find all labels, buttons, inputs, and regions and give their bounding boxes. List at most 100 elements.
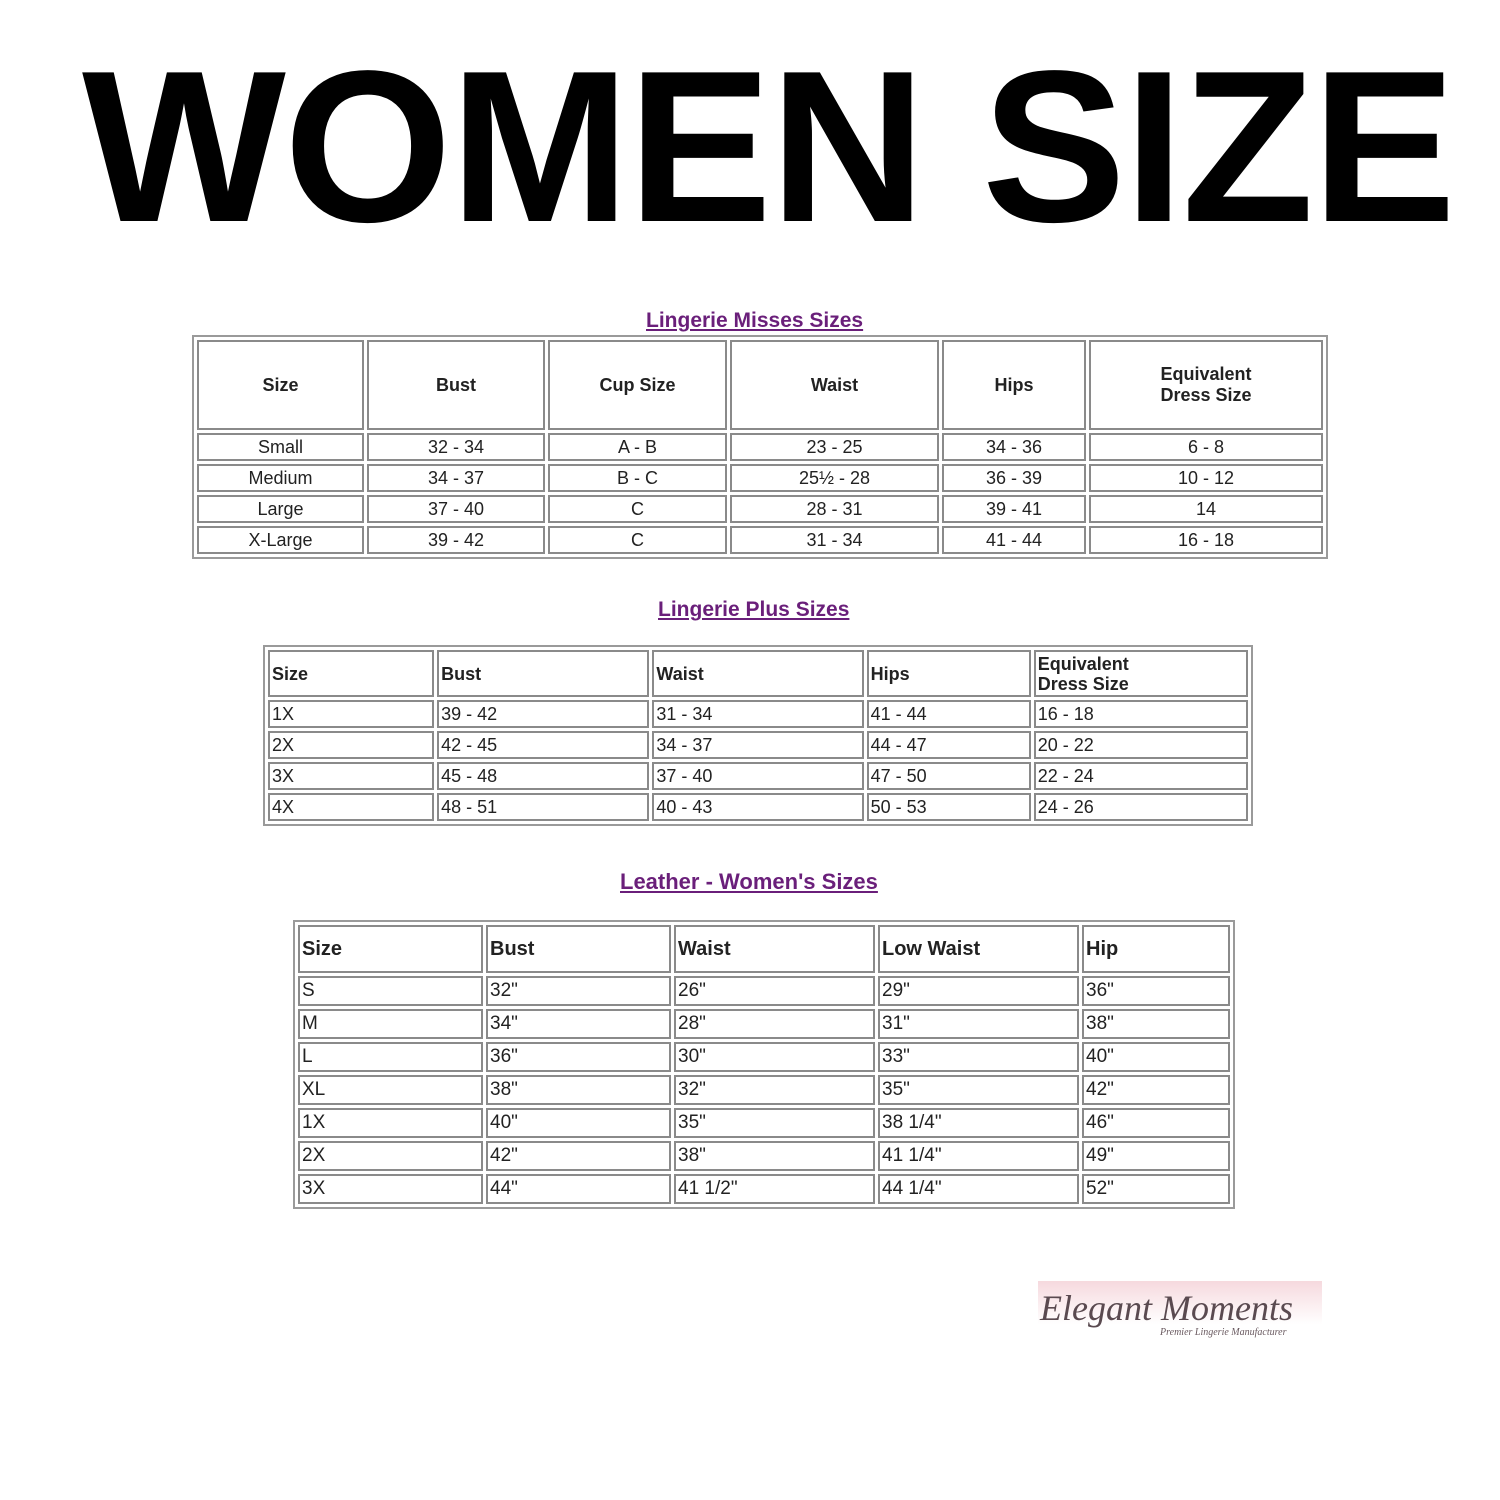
table-cell: 31" (878, 1009, 1079, 1039)
table-cell: 45 - 48 (437, 762, 650, 790)
header-cell: Size (298, 925, 483, 973)
table-cell: 10 - 12 (1089, 464, 1323, 492)
table-cell: 1X (268, 700, 435, 728)
table-cell: 16 - 18 (1089, 526, 1323, 554)
table-cell: 46" (1082, 1108, 1230, 1138)
table-cell: 49" (1082, 1141, 1230, 1171)
header-cell: Waist (674, 925, 875, 973)
table-cell: 41 1/4" (878, 1141, 1079, 1171)
table-row: 2X 42 - 45 34 - 37 44 - 47 20 - 22 (268, 731, 1248, 759)
table-cell: 35" (878, 1075, 1079, 1105)
table-cell: 31 - 34 (730, 526, 939, 554)
table-cell: Large (197, 495, 364, 523)
table-cell: 14 (1089, 495, 1323, 523)
table-cell: 31 - 34 (652, 700, 864, 728)
table-cell: 30" (674, 1042, 875, 1072)
table-row: Large 37 - 40 C 28 - 31 39 - 41 14 (197, 495, 1323, 523)
header-cell: Equivalent Dress Size (1033, 650, 1248, 697)
table-cell: 34 - 37 (367, 464, 545, 492)
table-cell: 3X (268, 762, 435, 790)
table-cell: 4X (268, 793, 435, 821)
table-cell: 39 - 42 (437, 700, 650, 728)
table-cell: 48 - 51 (437, 793, 650, 821)
table-cell: 32 - 34 (367, 433, 545, 461)
table-cell: 24 - 26 (1033, 793, 1248, 821)
table-row: 1X 40" 35" 38 1/4" 46" (298, 1108, 1230, 1138)
table-cell: 44" (486, 1174, 671, 1204)
table-cell: 3X (298, 1174, 483, 1204)
table-cell: 39 - 41 (942, 495, 1086, 523)
header-cell: Size (197, 340, 364, 430)
plus-size-table: Size Bust Waist Hips Equivalent Dress Size 1X… (263, 645, 1253, 826)
table-cell: 41 - 44 (942, 526, 1086, 554)
table-cell: 36 - 39 (942, 464, 1086, 492)
table-cell: B - C (548, 464, 727, 492)
table-cell: 1X (298, 1108, 483, 1138)
header-cell: Waist (652, 650, 864, 697)
table-cell: 42" (486, 1141, 671, 1171)
logo-name: Elegant Moments (1040, 1288, 1293, 1328)
table-cell: 20 - 22 (1033, 731, 1248, 759)
table-cell: 23 - 25 (730, 433, 939, 461)
logo-tagline: Premier Lingerie Manufacturer (1160, 1327, 1287, 1338)
table-cell: 41 - 44 (866, 700, 1031, 728)
leather-size-table: Size Bust Waist Low Waist Hip S 32" 26" 29" 36" M 3… (293, 920, 1235, 1209)
table-cell: 40" (1082, 1042, 1230, 1072)
misses-table-title[interactable]: Lingerie Misses Sizes (646, 309, 864, 332)
table-cell: 44 1/4" (878, 1174, 1079, 1204)
table-cell: 35" (674, 1108, 875, 1138)
table-row: 3X 45 - 48 37 - 40 47 - 50 22 - 24 (268, 762, 1248, 790)
table-cell: 44 - 47 (866, 731, 1031, 759)
table-cell: 50 - 53 (866, 793, 1031, 821)
table-cell: 41 1/2" (674, 1174, 875, 1204)
header-cell: Bust (486, 925, 671, 973)
table-row: X-Large 39 - 42 C 31 - 34 41 - 44 16 - 18 (197, 526, 1323, 554)
header-row: Size Bust Waist Low Waist Hip (298, 925, 1230, 973)
header-row: Size Bust Waist Hips Equivalent Dress Size (268, 650, 1248, 697)
table-cell: 32" (486, 976, 671, 1006)
table-cell: 36" (1082, 976, 1230, 1006)
table-cell: 34 - 37 (652, 731, 864, 759)
header-cell: Hips (866, 650, 1031, 697)
table-cell: 16 - 18 (1033, 700, 1248, 728)
table-cell: C (548, 526, 727, 554)
table-cell: 28 - 31 (730, 495, 939, 523)
table-cell: 39 - 42 (367, 526, 545, 554)
table-cell: 42" (1082, 1075, 1230, 1105)
table-cell: 33" (878, 1042, 1079, 1072)
table-cell: 29" (878, 976, 1079, 1006)
misses-size-table: Size Bust Cup Size Waist Hips Equivalent Dres… (192, 335, 1328, 559)
table-cell: 36" (486, 1042, 671, 1072)
plus-table-title[interactable]: Lingerie Plus Sizes (658, 598, 850, 621)
table-row: 4X 48 - 51 40 - 43 50 - 53 24 - 26 (268, 793, 1248, 821)
table-cell: 52" (1082, 1174, 1230, 1204)
table-cell: 40 - 43 (652, 793, 864, 821)
table-cell: L (298, 1042, 483, 1072)
elegant-moments-logo: Elegant Moments Premier Lingerie Manufac… (1038, 1281, 1322, 1343)
table-cell: 42 - 45 (437, 731, 650, 759)
table-cell: 37 - 40 (652, 762, 864, 790)
table-cell: 37 - 40 (367, 495, 545, 523)
table-cell: A - B (548, 433, 727, 461)
header-cell: Waist (730, 340, 939, 430)
table-cell: 25½ - 28 (730, 464, 939, 492)
header-cell: Bust (437, 650, 650, 697)
table-cell: Medium (197, 464, 364, 492)
table-cell: 38" (1082, 1009, 1230, 1039)
header-cell: Hips (942, 340, 1086, 430)
table-cell: 22 - 24 (1033, 762, 1248, 790)
leather-table-title[interactable]: Leather - Women's Sizes (620, 869, 878, 894)
table-cell: XL (298, 1075, 483, 1105)
header-cell: Hip (1082, 925, 1230, 973)
table-row: XL 38" 32" 35" 42" (298, 1075, 1230, 1105)
table-cell: 26" (674, 976, 875, 1006)
header-cell: Bust (367, 340, 545, 430)
table-row: L 36" 30" 33" 40" (298, 1042, 1230, 1072)
table-row: 1X 39 - 42 31 - 34 41 - 44 16 - 18 (268, 700, 1248, 728)
page-heading: WOMEN SIZE (82, 25, 1456, 267)
table-cell: 38 1/4" (878, 1108, 1079, 1138)
header-cell: Low Waist (878, 925, 1079, 973)
table-row: S 32" 26" 29" 36" (298, 976, 1230, 1006)
table-cell: 34" (486, 1009, 671, 1039)
table-row: 2X 42" 38" 41 1/4" 49" (298, 1141, 1230, 1171)
